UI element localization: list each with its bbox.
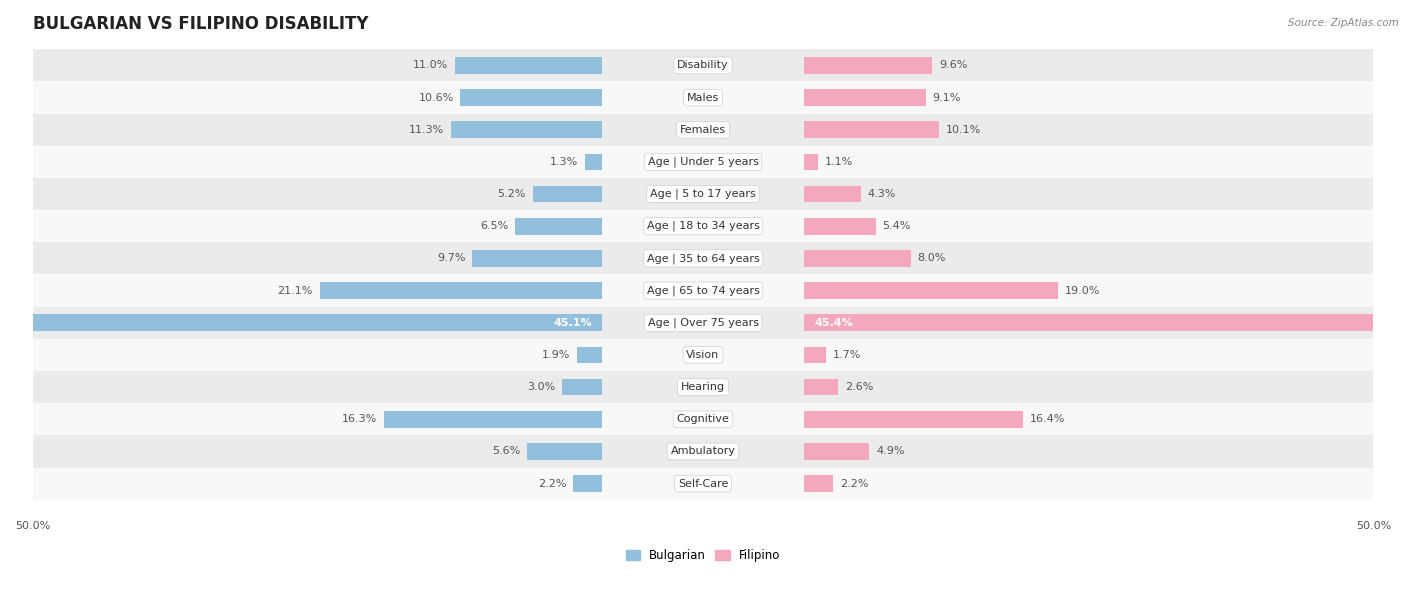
Text: 16.3%: 16.3% — [342, 414, 377, 424]
Bar — [562, 379, 602, 395]
Bar — [804, 476, 832, 492]
Bar — [32, 146, 1374, 178]
Text: 9.1%: 9.1% — [932, 92, 960, 103]
Text: 2.2%: 2.2% — [537, 479, 567, 488]
Text: 45.1%: 45.1% — [553, 318, 592, 328]
Text: 19.0%: 19.0% — [1064, 286, 1101, 296]
Text: 2.6%: 2.6% — [845, 382, 873, 392]
Text: Age | 18 to 34 years: Age | 18 to 34 years — [647, 221, 759, 231]
Bar — [527, 443, 602, 460]
Text: 3.0%: 3.0% — [527, 382, 555, 392]
Text: Disability: Disability — [678, 61, 728, 70]
Text: 10.1%: 10.1% — [946, 125, 981, 135]
Bar — [804, 411, 1024, 428]
Bar — [804, 379, 838, 395]
Bar — [804, 57, 932, 74]
Text: 5.2%: 5.2% — [498, 189, 526, 199]
Text: 1.9%: 1.9% — [541, 350, 571, 360]
Bar — [32, 210, 1374, 242]
Legend: Bulgarian, Filipino: Bulgarian, Filipino — [621, 544, 785, 567]
Bar — [804, 154, 818, 170]
Bar — [472, 250, 602, 267]
Text: Ambulatory: Ambulatory — [671, 446, 735, 457]
Bar — [574, 476, 602, 492]
Bar — [451, 121, 602, 138]
Text: Self-Care: Self-Care — [678, 479, 728, 488]
Text: 10.6%: 10.6% — [419, 92, 454, 103]
Bar — [804, 250, 911, 267]
Text: 1.3%: 1.3% — [550, 157, 578, 167]
Bar — [32, 339, 1374, 371]
Text: 9.6%: 9.6% — [939, 61, 967, 70]
Bar — [32, 275, 1374, 307]
Text: Age | 65 to 74 years: Age | 65 to 74 years — [647, 285, 759, 296]
Bar — [576, 346, 602, 364]
Text: Age | 35 to 64 years: Age | 35 to 64 years — [647, 253, 759, 264]
Bar — [32, 50, 1374, 81]
Bar — [0, 315, 602, 331]
Bar — [32, 403, 1374, 435]
Bar — [32, 468, 1374, 499]
Text: Males: Males — [688, 92, 718, 103]
Bar — [804, 443, 869, 460]
Text: Cognitive: Cognitive — [676, 414, 730, 424]
Text: 1.7%: 1.7% — [832, 350, 862, 360]
Bar — [804, 346, 827, 364]
Text: Age | 5 to 17 years: Age | 5 to 17 years — [650, 189, 756, 200]
Text: 4.9%: 4.9% — [876, 446, 904, 457]
Bar — [804, 185, 862, 203]
Text: 9.7%: 9.7% — [437, 253, 465, 263]
Bar — [32, 371, 1374, 403]
Bar — [32, 307, 1374, 339]
Bar — [804, 315, 1406, 331]
Bar — [515, 218, 602, 234]
Bar — [804, 121, 939, 138]
Bar — [32, 178, 1374, 210]
Text: 45.4%: 45.4% — [814, 318, 853, 328]
Text: 2.2%: 2.2% — [839, 479, 869, 488]
Bar — [456, 57, 602, 74]
Bar — [533, 185, 602, 203]
Bar — [804, 282, 1059, 299]
Text: 4.3%: 4.3% — [868, 189, 896, 199]
Bar — [32, 114, 1374, 146]
Text: Age | Over 75 years: Age | Over 75 years — [648, 318, 758, 328]
Bar — [32, 242, 1374, 275]
Text: 11.0%: 11.0% — [413, 61, 449, 70]
Text: 5.6%: 5.6% — [492, 446, 520, 457]
Text: 6.5%: 6.5% — [481, 222, 509, 231]
Text: 5.4%: 5.4% — [883, 222, 911, 231]
Text: Source: ZipAtlas.com: Source: ZipAtlas.com — [1288, 18, 1399, 28]
Text: Hearing: Hearing — [681, 382, 725, 392]
Bar — [585, 154, 602, 170]
Text: BULGARIAN VS FILIPINO DISABILITY: BULGARIAN VS FILIPINO DISABILITY — [32, 15, 368, 33]
Bar — [384, 411, 602, 428]
Bar — [32, 435, 1374, 468]
Text: 21.1%: 21.1% — [277, 286, 314, 296]
Text: Vision: Vision — [686, 350, 720, 360]
Bar — [460, 89, 602, 106]
Bar — [804, 89, 925, 106]
Bar — [32, 81, 1374, 114]
Text: 16.4%: 16.4% — [1031, 414, 1066, 424]
Bar — [804, 218, 876, 234]
Text: Females: Females — [681, 125, 725, 135]
Text: 1.1%: 1.1% — [825, 157, 853, 167]
Bar — [319, 282, 602, 299]
Text: 11.3%: 11.3% — [409, 125, 444, 135]
Text: Age | Under 5 years: Age | Under 5 years — [648, 157, 758, 167]
Text: 8.0%: 8.0% — [918, 253, 946, 263]
